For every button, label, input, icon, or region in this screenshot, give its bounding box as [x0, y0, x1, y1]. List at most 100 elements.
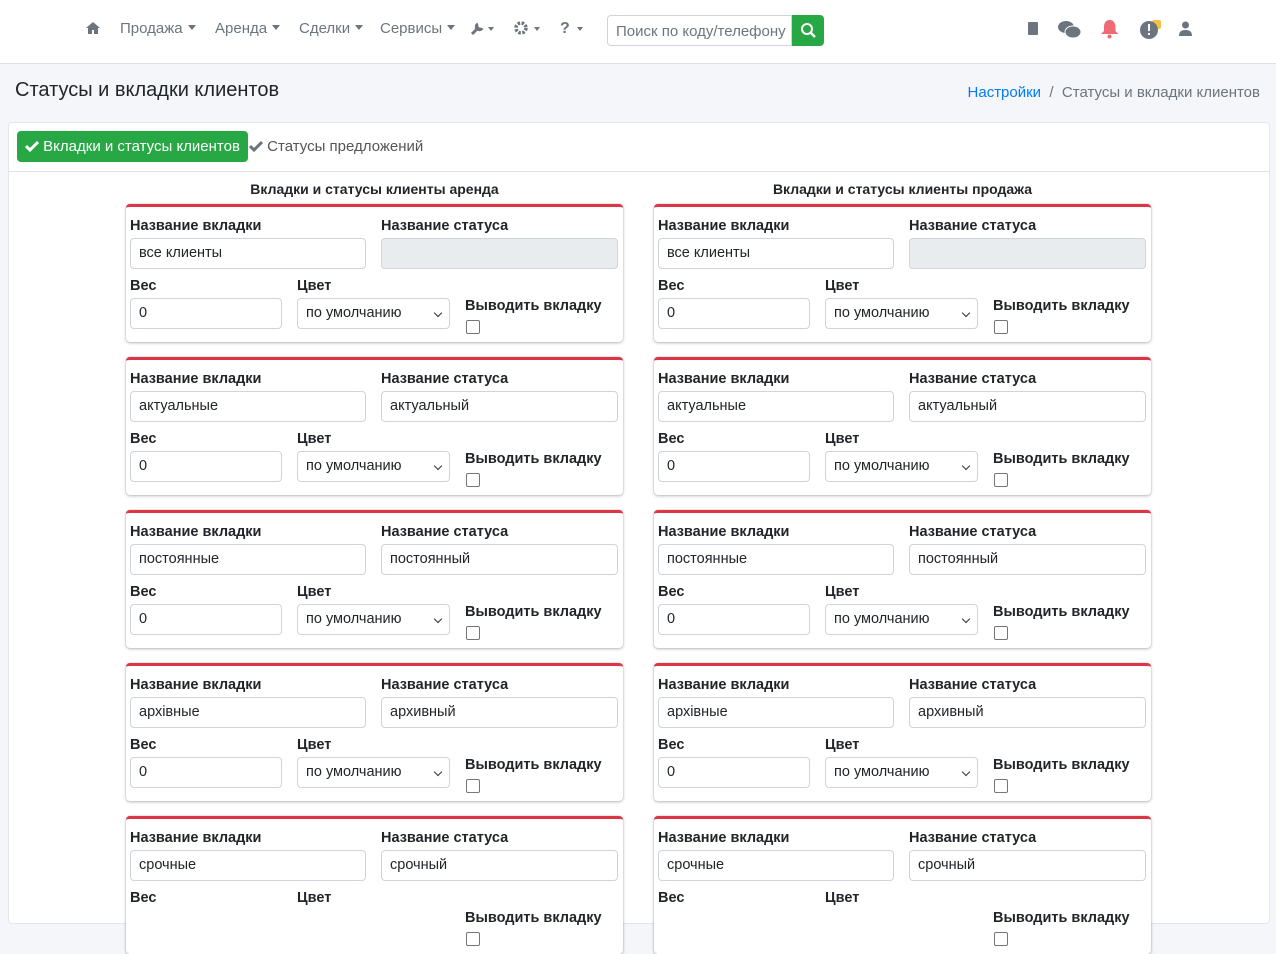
status-card: Название вкладки актуальные Название стату…	[126, 357, 623, 495]
status-card: Название вкладки срочные Название статуса с…	[126, 816, 623, 954]
label: Цвет	[297, 278, 332, 294]
color-select[interactable]: по умолчанию	[825, 298, 978, 329]
label: Вес	[130, 278, 157, 294]
status-card: Название вкладки все клиенты Название стат…	[126, 204, 623, 342]
help-menu[interactable]: ?	[558, 20, 586, 36]
weight-input[interactable]: 0	[130, 757, 282, 788]
show-tab-checkbox[interactable]	[994, 779, 1008, 793]
status-name-input[interactable]: архивный	[381, 697, 618, 728]
label: Вес	[130, 890, 157, 906]
color-select[interactable]: по умолчанию	[297, 298, 450, 329]
color-select[interactable]: по умолчанию	[825, 604, 978, 635]
label: Цвет	[825, 890, 860, 906]
color-select[interactable]: по умолчанию	[297, 757, 450, 788]
status-name-input	[381, 238, 618, 269]
show-tab-checkbox[interactable]	[466, 779, 480, 793]
show-tab-checkbox[interactable]	[994, 626, 1008, 640]
color-select[interactable]: по умолчанию	[297, 604, 450, 635]
tab-name-input[interactable]: актуальные	[130, 391, 366, 422]
tab-name-input[interactable]: все клиенты	[658, 238, 894, 269]
show-tab-checkbox[interactable]	[466, 473, 480, 487]
nav-item[interactable]: Сервисы	[380, 20, 455, 37]
label: Цвет	[825, 431, 860, 447]
alerts-icon[interactable]	[1139, 19, 1163, 40]
user-icon[interactable]	[1179, 21, 1192, 36]
search-button[interactable]	[792, 15, 824, 46]
weight-input[interactable]: 0	[130, 451, 282, 482]
label: Название вкладки	[130, 218, 262, 234]
show-tab-checkbox[interactable]	[994, 932, 1008, 946]
color-select[interactable]: по умолчанию	[825, 757, 978, 788]
label: Цвет	[825, 278, 860, 294]
tab-name-input[interactable]: архівные	[130, 697, 366, 728]
label: Цвет	[297, 431, 332, 447]
label: Выводить вкладку	[465, 451, 602, 467]
show-tab-checkbox[interactable]	[466, 320, 480, 334]
status-name-input[interactable]: архивный	[909, 697, 1146, 728]
label: Цвет	[297, 737, 332, 753]
tab-name-input[interactable]: срочные	[130, 850, 366, 881]
show-tab-checkbox[interactable]	[994, 320, 1008, 334]
status-card: Название вкладки архівные Название статуса…	[654, 663, 1151, 801]
label: Вес	[658, 431, 685, 447]
label: Название статуса	[909, 218, 1037, 234]
nav-item[interactable]: Аренда	[215, 20, 280, 37]
status-name-input[interactable]: срочный	[381, 850, 618, 881]
tab-name-input[interactable]: все клиенты	[130, 238, 366, 269]
tab-label: Статусы предложений	[267, 138, 424, 155]
home-icon[interactable]	[85, 21, 101, 35]
label: Название статуса	[909, 524, 1037, 540]
label: Название статуса	[381, 218, 509, 234]
label: Вес	[130, 584, 157, 600]
tab-name-input[interactable]: архівные	[658, 697, 894, 728]
breadcrumb-link[interactable]: Настройки	[967, 84, 1042, 101]
show-tab-checkbox[interactable]	[466, 626, 480, 640]
label: Название вкладки	[130, 677, 262, 693]
label: Выводить вкладку	[465, 604, 602, 620]
tools-menu[interactable]	[470, 21, 495, 36]
status-name-input[interactable]: постоянный	[381, 544, 618, 575]
breadcrumb: Настройки / Статусы и вкладки клиентов	[967, 84, 1260, 101]
label: Выводить вкладку	[465, 910, 602, 926]
weight-input[interactable]: 0	[130, 604, 282, 635]
tab-active[interactable]: Вкладки и статусы клиентов	[17, 131, 248, 162]
show-tab-checkbox[interactable]	[466, 932, 480, 946]
status-name-input[interactable]: актуальный	[381, 391, 618, 422]
status-name-input[interactable]: срочный	[909, 850, 1146, 881]
label: Вес	[658, 890, 685, 906]
weight-input[interactable]: 0	[658, 451, 810, 482]
color-select[interactable]: по умолчанию	[297, 451, 450, 482]
tab-label: Вкладки и статусы клиентов	[43, 138, 240, 155]
nav-item[interactable]: Продажа	[120, 20, 196, 37]
settings-menu[interactable]	[514, 21, 541, 36]
column-title: Вкладки и статусы клиенты продажа	[772, 181, 1033, 197]
book-icon[interactable]	[1027, 21, 1039, 36]
weight-input[interactable]: 0	[658, 298, 810, 329]
label: Цвет	[825, 584, 860, 600]
tab-name-input[interactable]: срочные	[658, 850, 894, 881]
weight-input[interactable]: 0	[130, 298, 282, 329]
tab-name-input[interactable]: постоянные	[658, 544, 894, 575]
nav-item[interactable]: Сделки	[299, 20, 363, 37]
label: Название вкладки	[130, 371, 262, 387]
color-select[interactable]: по умолчанию	[825, 451, 978, 482]
tab-name-input[interactable]: постоянные	[130, 544, 366, 575]
show-tab-checkbox[interactable]	[994, 473, 1008, 487]
weight-input[interactable]: 0	[658, 604, 810, 635]
label: Вес	[658, 278, 685, 294]
weight-input[interactable]: 0	[658, 757, 810, 788]
chat-icon[interactable]	[1057, 20, 1083, 39]
label: Выводить вкладку	[465, 298, 602, 314]
status-name-input[interactable]: актуальный	[909, 391, 1146, 422]
search-input[interactable]: Поиск по коду/телефону	[607, 15, 792, 46]
status-card: Название вкладки постоянные Название стату…	[126, 510, 623, 648]
navbar: Продажа Аренда Сделки Сервисы ? Поиск по…	[0, 0, 1276, 64]
notifications-icon[interactable]	[1100, 19, 1119, 39]
tab[interactable]: Статусы предложений	[248, 131, 424, 162]
breadcrumb-current: Статусы и вкладки клиентов	[1061, 84, 1260, 101]
label: Название статуса	[909, 677, 1037, 693]
tab-name-input[interactable]: актуальные	[658, 391, 894, 422]
separator	[9, 171, 1269, 172]
status-card: Название вкладки все клиенты Название стат…	[654, 204, 1151, 342]
status-name-input[interactable]: постоянный	[909, 544, 1146, 575]
